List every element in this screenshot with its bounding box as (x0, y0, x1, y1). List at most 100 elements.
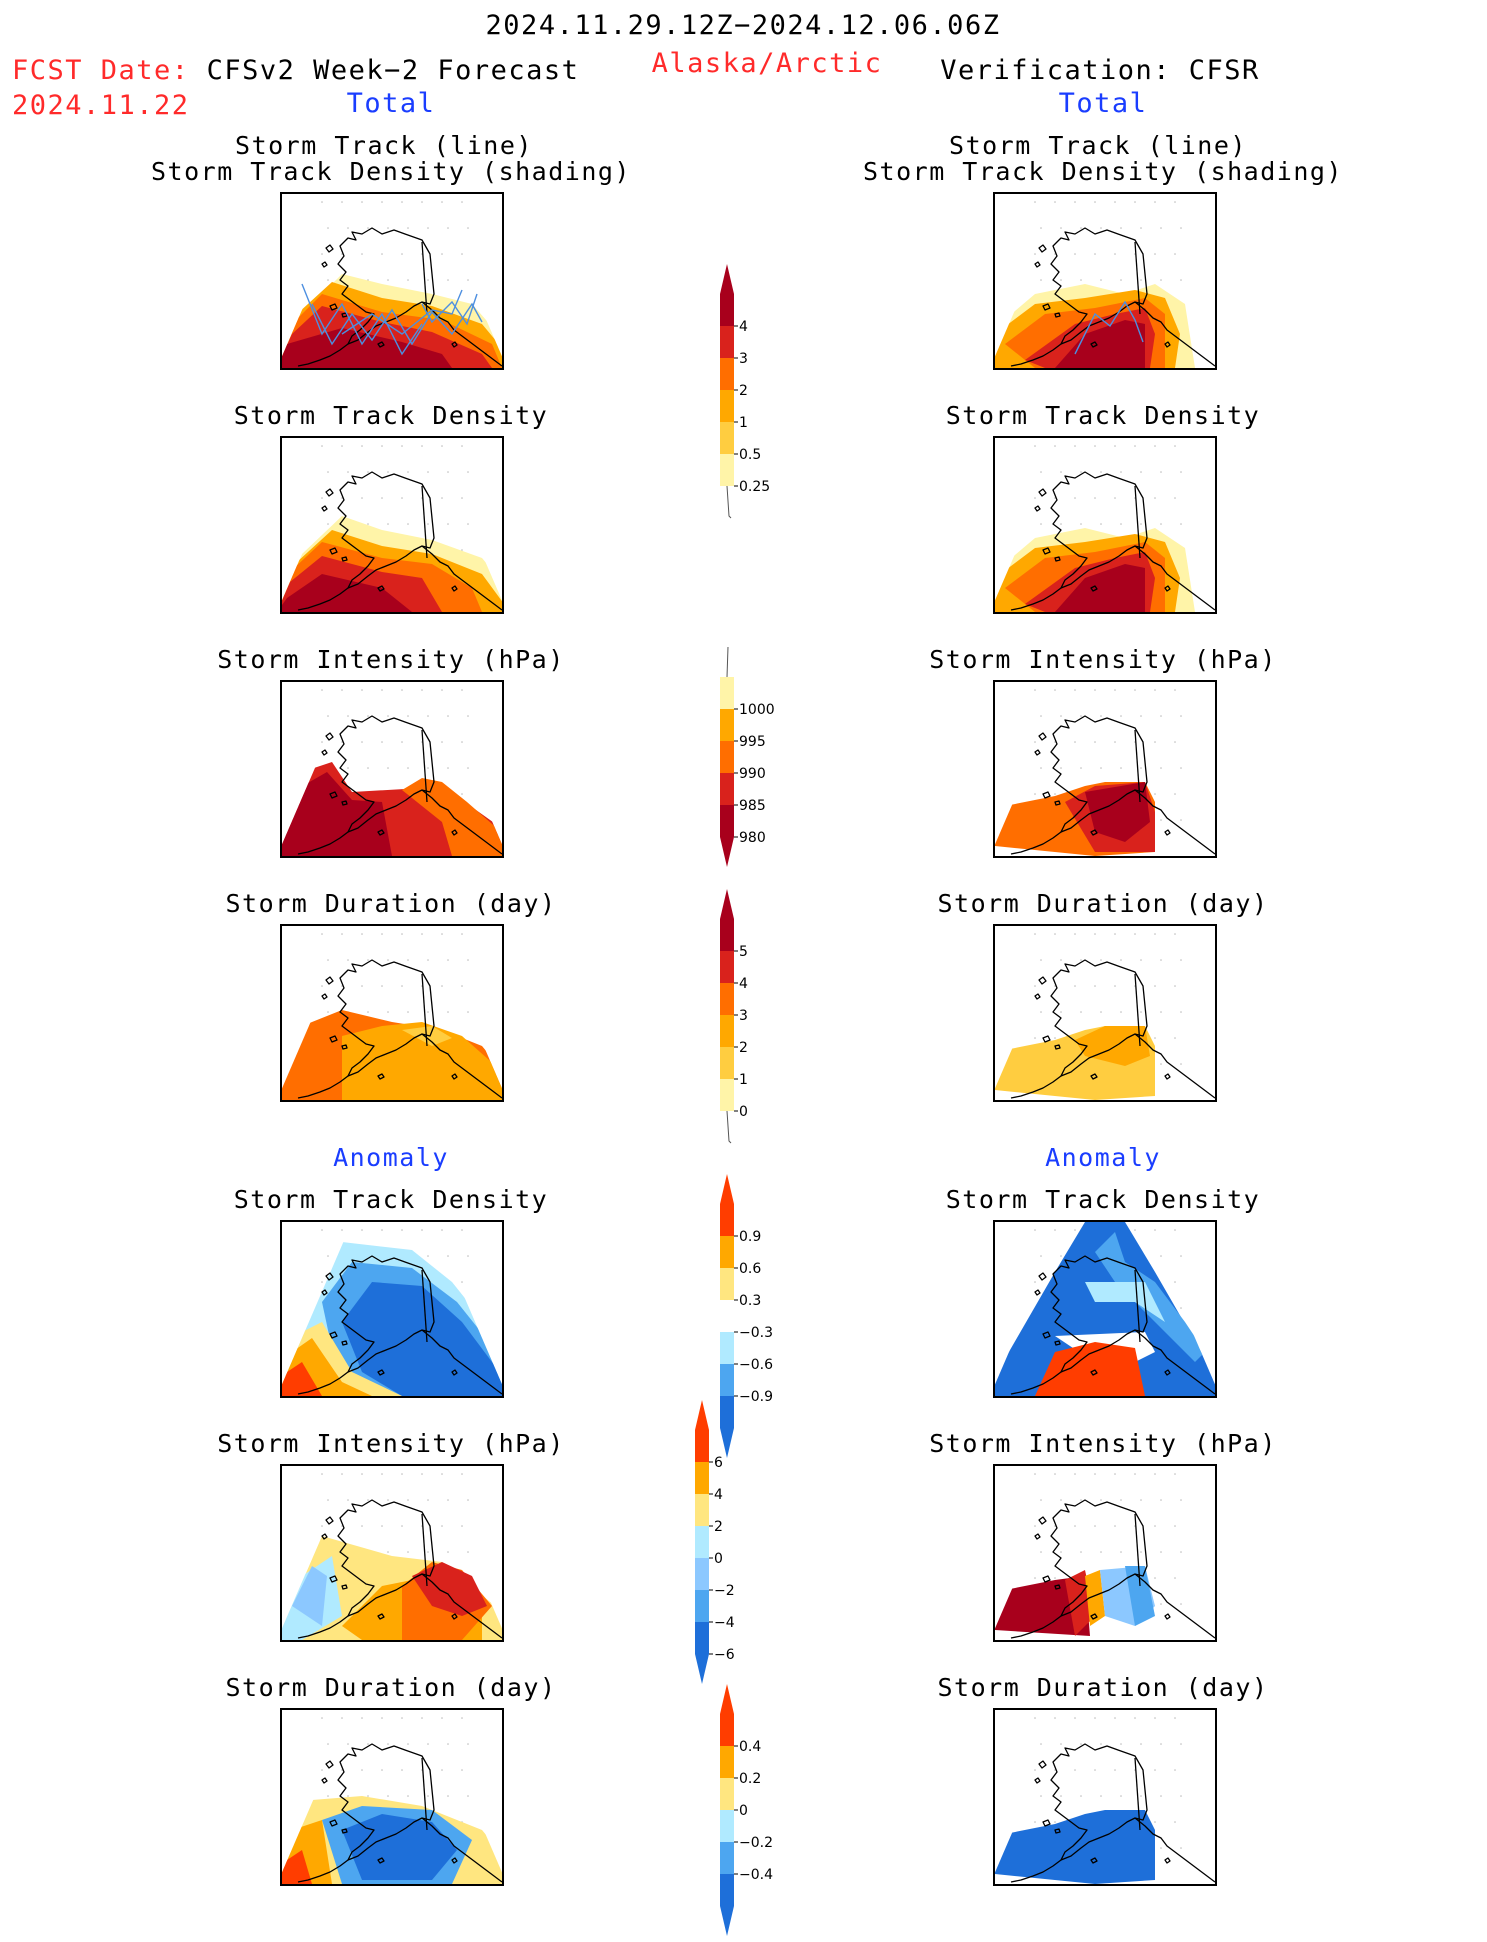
graticule-dots (1034, 1717, 1182, 1849)
graticule-dot (327, 1795, 329, 1797)
map-right-anom-density (993, 1220, 1217, 1398)
graticule-dot (387, 767, 389, 769)
graticule-dot (1054, 793, 1056, 795)
graticule-dot (467, 1499, 469, 1501)
southeast-coast (421, 545, 502, 611)
island (1090, 341, 1098, 348)
graticule-dot (1034, 689, 1036, 691)
colorbar-segment (720, 1364, 734, 1396)
aleutian-chain (1010, 1615, 1062, 1639)
colorbar-segment (720, 294, 734, 326)
graticule-dot (341, 1229, 343, 1231)
canada-border (421, 1513, 428, 1587)
graticule-dot (327, 1743, 329, 1745)
graticule-dot (1140, 471, 1142, 473)
graticule-dot (1180, 1307, 1182, 1309)
colorbar-segment (720, 1396, 734, 1428)
graticule-dot (441, 1769, 443, 1771)
fcst-label: FCST Date: (12, 55, 190, 86)
graticule-dot (441, 689, 443, 691)
shading-layer (282, 1010, 502, 1100)
graticule-dot (1074, 497, 1076, 499)
graticule-dot (327, 715, 329, 717)
graticule-dot (387, 471, 389, 473)
graticule-dot (367, 227, 369, 229)
colorbar-segment (695, 1622, 709, 1654)
shading-band (292, 1566, 327, 1626)
graticule-dot (1080, 471, 1082, 473)
graticule-dot (427, 1743, 429, 1745)
graticule-dot (381, 1473, 383, 1475)
graticule-dot (1080, 1795, 1082, 1797)
island (329, 791, 338, 799)
graticule-dot (327, 227, 329, 229)
graticule-dot (427, 1551, 429, 1553)
graticule-dot (1180, 1063, 1182, 1065)
graticule-dot (401, 445, 403, 447)
graticule-dot (447, 1255, 449, 1257)
graticule-dot (1114, 445, 1116, 447)
graticule-dot (427, 715, 429, 717)
graticule-dot (347, 959, 349, 961)
graticule-dot (1114, 1717, 1116, 1719)
alaska-outline (337, 471, 435, 589)
graticule-dot (1174, 497, 1176, 499)
aleutian-chain (1010, 587, 1062, 611)
left-anom-intensity-title: Storm Intensity (hPa) (217, 1429, 565, 1458)
graticule-dot (1094, 1525, 1096, 1527)
island (329, 1331, 338, 1339)
graticule-dot (1160, 1795, 1162, 1797)
left-track-shading-title: Storm Track Density (shading) (151, 157, 631, 186)
graticule-dot (441, 933, 443, 935)
right-density-title: Storm Track Density (945, 401, 1261, 430)
graticule-dot (1134, 1473, 1136, 1475)
graticule-dot (1114, 497, 1116, 499)
island (1054, 312, 1061, 318)
map-canvas (282, 1473, 502, 1640)
graticule-dot (407, 1795, 409, 1797)
graticule-dot (421, 201, 423, 203)
graticule-dot (1054, 201, 1056, 203)
southeast-coast (421, 1573, 502, 1639)
graticule-dot (387, 1795, 389, 1797)
colorbar-segment (695, 1494, 709, 1526)
colorbar-segment (720, 1332, 734, 1364)
right-anom-intensity-title: Storm Intensity (hPa) (929, 1429, 1277, 1458)
graticule-dot (361, 1473, 363, 1475)
graticule-dot (1060, 1743, 1062, 1745)
colorbar-tick-label: 2 (714, 1519, 723, 1535)
alaska-outline (1050, 227, 1148, 345)
aleutian-chain (1010, 1371, 1062, 1395)
alaska-outline (337, 959, 435, 1077)
graticule-dot (347, 1743, 349, 1745)
colorbar-tick-label: 3 (739, 1008, 748, 1024)
graticule-dot (1100, 1011, 1102, 1013)
colorbar-tick-label: −0.3 (739, 1325, 773, 1341)
map-canvas (282, 445, 502, 612)
graticule-dot (387, 1743, 389, 1745)
graticule-dot (1054, 1037, 1056, 1039)
graticule-dot (1160, 279, 1162, 281)
canada-border (1134, 729, 1141, 803)
aleutian-chain (1010, 831, 1062, 855)
island (329, 303, 338, 311)
shading-band (1085, 782, 1150, 842)
shading-layer (995, 528, 1195, 612)
graticule-dot (1080, 767, 1082, 769)
graticule-dot (447, 523, 449, 525)
island (377, 1613, 385, 1620)
colorbar-tick-label: 990 (739, 766, 766, 782)
graticule-dot (367, 471, 369, 473)
graticule-dot (321, 201, 323, 203)
map-right-duration (993, 924, 1217, 1102)
island (321, 261, 328, 268)
graticule-dot (1100, 279, 1102, 281)
graticule-dot (1100, 523, 1102, 525)
graticule-dot (1160, 471, 1162, 473)
graticule-dot (1114, 689, 1116, 691)
graticule-dot (1174, 253, 1176, 255)
graticule-dot (1034, 1577, 1036, 1579)
island (1164, 1073, 1171, 1080)
colorbar-segment (720, 326, 734, 358)
southeast-coast (1134, 1033, 1215, 1099)
